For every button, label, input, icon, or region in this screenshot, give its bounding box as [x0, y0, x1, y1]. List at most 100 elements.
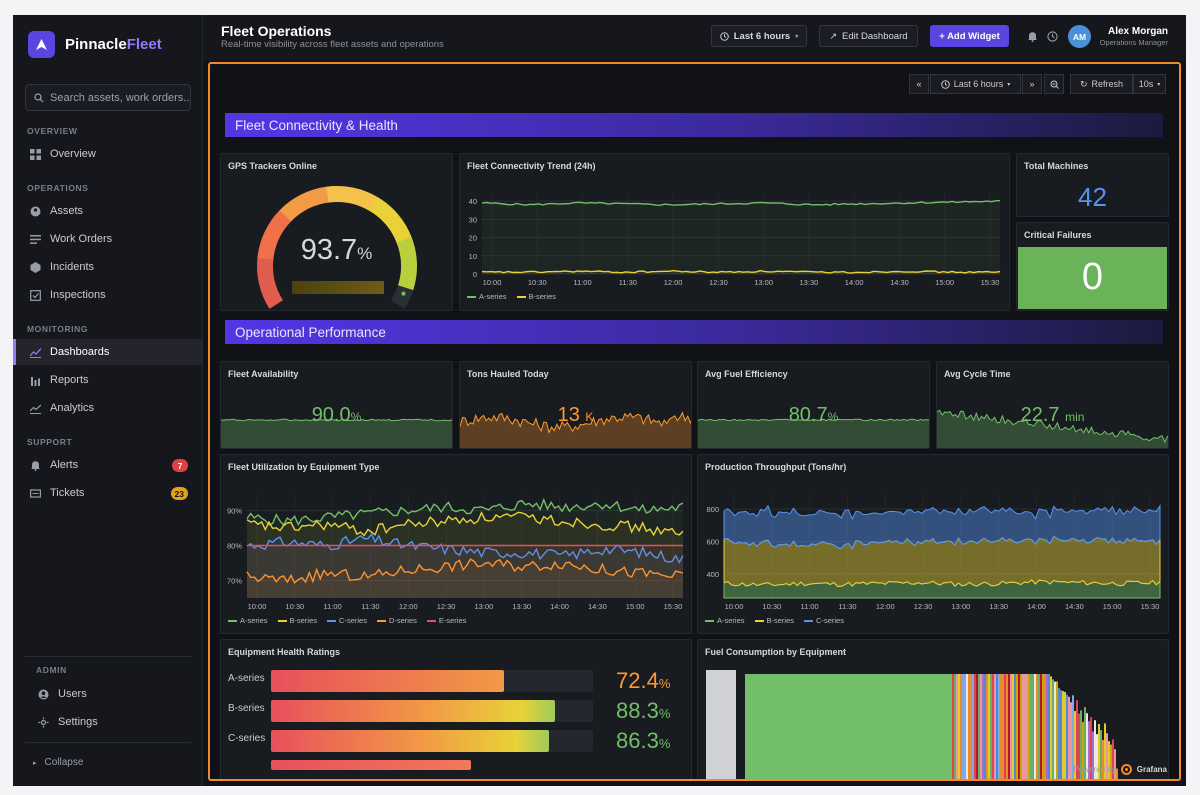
panel-fleet-availability[interactable]: Fleet Availability 90.0% [220, 361, 453, 449]
panel-title: GPS Trackers Online [228, 161, 318, 171]
x-tick-label: 13:00 [475, 602, 494, 611]
x-tick-label: 14:00 [845, 278, 864, 287]
fuel-bar-idle [706, 670, 736, 779]
x-tick-label: 11:30 [619, 278, 637, 287]
refresh-label: Refresh [1091, 79, 1124, 89]
gauge-segment [257, 257, 284, 309]
sidebar-item-work-orders[interactable]: Work Orders [13, 226, 202, 252]
time-range-label: Last 6 hours [733, 30, 791, 42]
panel-tons-hauled[interactable]: Tons Hauled Today 13 K [459, 361, 692, 449]
panel-title: Total Machines [1024, 161, 1089, 171]
series-line [246, 511, 684, 537]
search-box[interactable] [25, 84, 191, 111]
refresh-interval-select[interactable]: 10s ▾ [1133, 74, 1166, 94]
dashboard-time-picker[interactable]: Last 6 hours ▾ [930, 74, 1021, 94]
fuel-bar-stripe [1110, 744, 1112, 779]
fuel-bar-stripe [978, 674, 980, 779]
panel-connectivity-trend[interactable]: Fleet Connectivity Trend (24h) 0 10 20 30 40… [459, 153, 1010, 311]
legend-item[interactable]: C-series [327, 616, 367, 625]
panel-fuel-consumption[interactable]: Fuel Consumption by Equipment [697, 639, 1169, 779]
sidebar-item-analytics[interactable]: Analytics [13, 395, 202, 421]
gauge-segment [257, 209, 292, 260]
fuel-bar-main [745, 674, 952, 779]
fuel-bar-stripe [1008, 674, 1010, 779]
alerts-count-badge: 7 [172, 459, 188, 472]
panel-title: Avg Fuel Efficiency [705, 369, 788, 379]
sidebar-item-users[interactable]: Users [13, 681, 202, 707]
fuel-bar-stripe [1054, 681, 1056, 779]
chevron-down-icon: ▾ [1007, 81, 1011, 88]
fuel-bar-stripe [1114, 749, 1116, 779]
sidebar-item-alerts[interactable]: Alerts 7 [13, 452, 202, 478]
cycle-time-sparkline [937, 409, 1168, 448]
panel-critical-failures[interactable]: Critical Failures 0 [1016, 222, 1169, 311]
fuel-bar-stripe [1014, 674, 1016, 779]
sparkline-area [221, 419, 452, 448]
time-range-button[interactable]: Last 6 hours ▾ [711, 25, 807, 47]
series-fill [482, 200, 1000, 274]
edit-dashboard-button[interactable]: ↗ Edit Dashboard [819, 25, 918, 47]
sidebar-item-assets[interactable]: Assets [13, 198, 202, 224]
clock-icon [719, 31, 729, 41]
fuel-bar-stripe [1082, 721, 1084, 779]
y-tick-label: 70% [227, 577, 242, 586]
legend-item[interactable]: A-series [705, 616, 745, 625]
sidebar-item-overview[interactable]: Overview [13, 141, 202, 167]
panel-title: Fleet Connectivity Trend (24h) [467, 161, 596, 171]
row-header-performance[interactable]: Operational Performance [225, 320, 1163, 344]
sidebar-item-label: Analytics [50, 402, 95, 414]
zoom-out-button[interactable] [1044, 74, 1064, 94]
time-forward-button[interactable]: » [1022, 74, 1042, 94]
panel-title: Tons Hauled Today [467, 369, 549, 379]
health-bar-partial [271, 760, 471, 770]
sidebar-item-inspections[interactable]: Inspections [13, 282, 202, 308]
health-bar-c [271, 730, 549, 752]
legend-item[interactable]: A-series [467, 292, 507, 301]
fuel-bar-stripe [1106, 733, 1108, 779]
gauge-base-bar [292, 281, 384, 294]
panel-fuel-efficiency[interactable]: Avg Fuel Efficiency 80.7% [697, 361, 930, 449]
panel-total-machines[interactable]: Total Machines 42 [1016, 153, 1169, 217]
throughput-chart: 400 600 800 10:00 10:30 11:00 11:30 12:00 12:30 1… [706, 493, 1161, 611]
fuel-bar-stripe [1042, 674, 1044, 779]
sidebar-item-tickets[interactable]: Tickets 23 [13, 480, 202, 506]
legend-item[interactable]: B-series [277, 616, 317, 625]
hexagon-icon [29, 261, 41, 273]
time-back-button[interactable]: « [909, 74, 929, 94]
panel-cycle-time[interactable]: Avg Cycle Time 22.7 min [936, 361, 1169, 449]
panel-fleet-utilization[interactable]: Fleet Utilization by Equipment Type 70% 8… [220, 454, 692, 634]
panel-equipment-health[interactable]: Equipment Health Ratings A-series 72.4% … [220, 639, 692, 779]
x-tick-label: 12:00 [876, 602, 895, 611]
legend-item[interactable]: E-series [426, 616, 466, 625]
x-tick-label: 10:30 [285, 602, 304, 611]
fuel-bar-stripe [984, 674, 986, 779]
section-support: SUPPORT [27, 437, 73, 447]
sidebar-item-reports[interactable]: Reports [13, 367, 202, 393]
collapse-button[interactable]: ▸ Collapse [33, 757, 83, 768]
sidebar-item-settings[interactable]: Settings [13, 709, 202, 735]
notification-bell-icon[interactable] [1027, 31, 1038, 42]
search-input[interactable] [50, 91, 190, 104]
x-tick-label: 10:00 [248, 602, 267, 611]
bell-icon [29, 459, 41, 471]
brand[interactable]: PinnacleFleet [28, 31, 162, 58]
add-widget-button[interactable]: + Add Widget [930, 25, 1009, 47]
legend-item[interactable]: A-series [228, 616, 268, 625]
legend-item[interactable]: B-series [516, 292, 556, 301]
refresh-button[interactable]: ↻ Refresh [1070, 74, 1133, 94]
sidebar-divider [25, 656, 191, 657]
avatar[interactable]: AM [1068, 25, 1091, 48]
app-window: PinnacleFleet OVERVIEW Overview OPERATIO… [13, 15, 1186, 786]
sidebar-item-dashboards[interactable]: Dashboards [13, 339, 202, 365]
panel-gps-trackers[interactable]: GPS Trackers Online 93.7% [220, 153, 453, 311]
legend-item[interactable]: D-series [376, 616, 417, 625]
row-header-connectivity[interactable]: Fleet Connectivity & Health [225, 113, 1163, 137]
legend-item[interactable]: C-series [804, 616, 844, 625]
fuel-consumption-chart [706, 670, 1118, 779]
panel-production-throughput[interactable]: Production Throughput (Tons/hr) 400 600 80… [697, 454, 1169, 634]
sidebar-item-incidents[interactable]: Incidents [13, 254, 202, 280]
history-clock-icon[interactable] [1047, 31, 1058, 42]
gauge-segment [279, 186, 330, 222]
fuel-bar-stripe [1044, 674, 1046, 779]
legend-item[interactable]: B-series [754, 616, 794, 625]
